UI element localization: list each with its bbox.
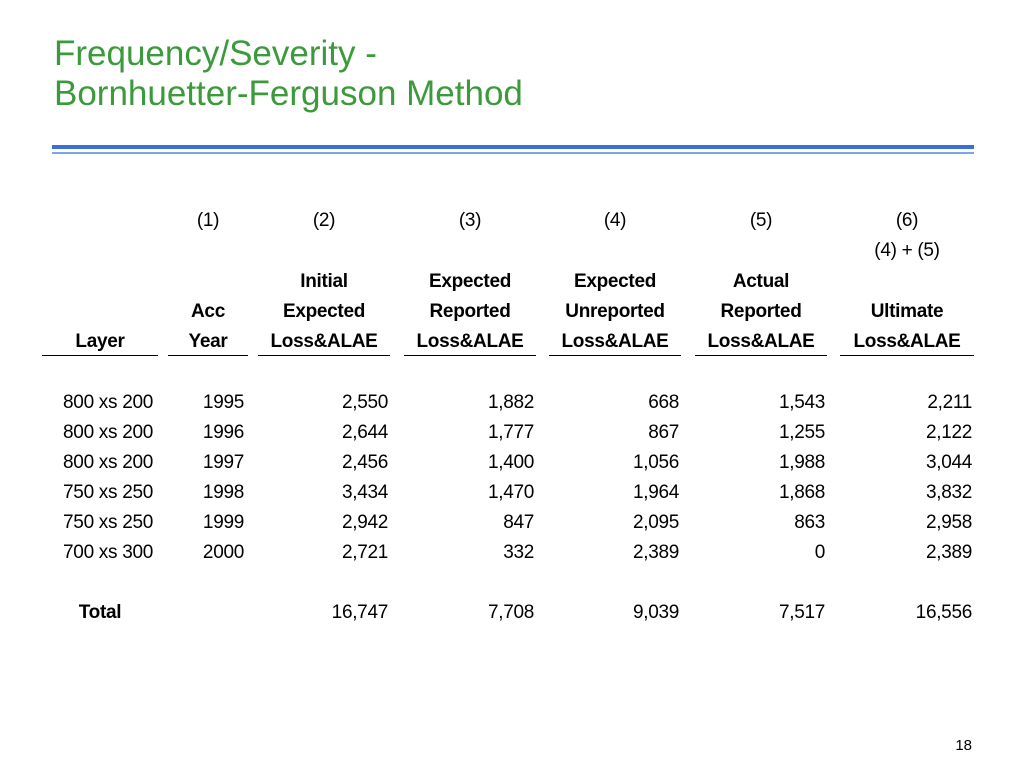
header-initial-expected: Expected — [282, 301, 366, 322]
page-number: 18 — [955, 737, 972, 754]
cell-actual-reported: 863 — [794, 512, 825, 533]
cell-initial-expected: 2,942 — [341, 512, 388, 533]
cell-initial-expected: 2,644 — [341, 422, 388, 443]
header-underline — [549, 355, 681, 356]
header-acc-year: Acc — [191, 301, 225, 322]
header-layer: Layer — [75, 331, 125, 352]
cell-expected-reported: 1,882 — [487, 392, 534, 413]
cell-acc-year: 1998 — [202, 482, 244, 503]
header-expected-reported: Loss&ALAE — [416, 331, 524, 352]
total-initial-expected: 16,747 — [331, 602, 389, 623]
cell-ultimate: 2,122 — [925, 422, 972, 443]
cell-actual-reported: 0 — [814, 542, 826, 563]
cell-ultimate: 2,211 — [927, 392, 972, 413]
cell-acc-year: 1996 — [202, 422, 244, 443]
header-expected-unreported: Loss&ALAE — [561, 331, 669, 352]
header-expected-unreported: Unreported — [565, 301, 665, 322]
slide-title: Frequency/Severity - Bornhuetter-Ferguso… — [54, 34, 523, 114]
total-label: Total — [78, 602, 122, 623]
cell-expected-reported: 1,470 — [487, 482, 534, 503]
total-expected-unreported: 9,039 — [632, 602, 679, 623]
cell-expected-unreported: 1,964 — [632, 482, 679, 503]
cell-layer: 750 xs 250 — [63, 482, 153, 503]
cell-expected-reported: 1,777 — [487, 422, 534, 443]
cell-actual-reported: 1,988 — [778, 452, 825, 473]
header-underline — [404, 355, 536, 356]
slide-title-line-1: Frequency/Severity - — [54, 34, 377, 73]
cell-initial-expected: 3,434 — [341, 482, 388, 503]
cell-acc-year: 2000 — [202, 542, 244, 563]
header-underline — [695, 355, 827, 356]
cell-expected-unreported: 668 — [648, 392, 679, 413]
cell-expected-unreported: 2,095 — [632, 512, 679, 533]
cell-ultimate: 2,389 — [925, 542, 972, 563]
header-actual-reported: Actual — [732, 271, 790, 292]
cell-expected-unreported: 2,389 — [632, 542, 679, 563]
cell-acc-year: 1995 — [202, 392, 244, 413]
header-underline — [42, 355, 158, 356]
header-underline — [258, 355, 390, 356]
header-expected-reported: Expected — [428, 271, 512, 292]
total-ultimate: 16,556 — [915, 602, 973, 623]
header-underline — [840, 355, 974, 356]
total-expected-reported: 7,708 — [487, 602, 534, 623]
cell-ultimate: 3,832 — [925, 482, 972, 503]
cell-initial-expected: 2,550 — [341, 392, 388, 413]
cell-layer: 800 xs 200 — [63, 452, 153, 473]
cell-expected-unreported: 867 — [648, 422, 679, 443]
total-actual-reported: 7,517 — [778, 602, 825, 623]
header-initial-expected: Initial — [300, 271, 348, 292]
cell-initial-expected: 2,721 — [341, 542, 388, 563]
header-acc-year: Year — [188, 331, 228, 352]
cell-actual-reported: 1,868 — [778, 482, 825, 503]
cell-layer: 750 xs 250 — [63, 512, 153, 533]
cell-ultimate: 3,044 — [925, 452, 972, 473]
cell-actual-reported: 1,543 — [778, 392, 825, 413]
header-underline — [168, 355, 248, 356]
header-expected-reported: Reported — [429, 301, 511, 322]
column-number: (1) — [196, 210, 220, 231]
cell-actual-reported: 1,255 — [778, 422, 825, 443]
cell-layer: 800 xs 200 — [63, 392, 153, 413]
header-ultimate: Loss&ALAE — [853, 331, 961, 352]
title-divider-thick — [52, 145, 974, 149]
column-number: (2) — [312, 210, 336, 231]
header-ultimate: Ultimate — [870, 301, 944, 322]
column-number: (4) — [603, 210, 627, 231]
cell-expected-reported: 1,400 — [487, 452, 534, 473]
cell-expected-reported: 847 — [503, 512, 534, 533]
cell-initial-expected: 2,456 — [341, 452, 388, 473]
cell-expected-unreported: 1,056 — [632, 452, 679, 473]
column-number: (6) — [895, 210, 919, 231]
column-number: (3) — [458, 210, 482, 231]
header-initial-expected: Loss&ALAE — [270, 331, 378, 352]
header-actual-reported: Loss&ALAE — [707, 331, 815, 352]
cell-ultimate: 2,958 — [925, 512, 972, 533]
title-divider-thin — [52, 152, 974, 154]
header-actual-reported: Reported — [720, 301, 802, 322]
column-number: (5) — [749, 210, 773, 231]
cell-layer: 800 xs 200 — [63, 422, 153, 443]
cell-acc-year: 1997 — [202, 452, 244, 473]
slide-title-line-2: Bornhuetter-Ferguson Method — [54, 74, 523, 113]
cell-acc-year: 1999 — [202, 512, 244, 533]
ultimate-formula: (4) + (5) — [874, 240, 940, 261]
cell-layer: 700 xs 300 — [63, 542, 153, 563]
header-expected-unreported: Expected — [573, 271, 657, 292]
cell-expected-reported: 332 — [503, 542, 534, 563]
